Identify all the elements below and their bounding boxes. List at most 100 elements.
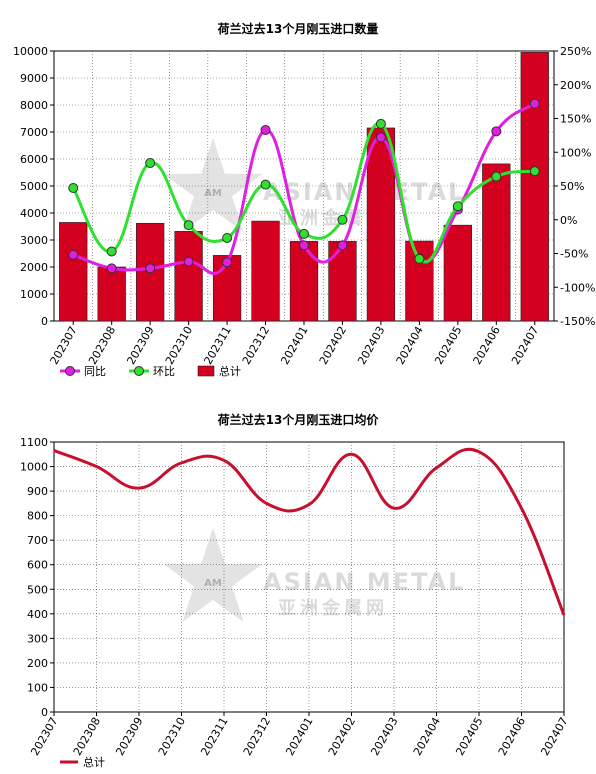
x-tick-label: 202402 xyxy=(326,715,358,758)
bar xyxy=(289,241,319,322)
legend-yoy-label: 同比 xyxy=(84,365,106,378)
y-tick-label: 600 xyxy=(27,559,48,572)
yoy-point xyxy=(375,132,386,143)
y-tick-label: 800 xyxy=(27,510,48,523)
y2-tick-label: 250% xyxy=(560,45,591,58)
bar xyxy=(97,266,126,322)
legend-total-label: 总计 xyxy=(83,755,105,769)
bar xyxy=(482,163,511,322)
yoy-point xyxy=(222,257,233,268)
y-tick-label: 200 xyxy=(27,657,48,670)
y-tick-label: 1000 xyxy=(20,461,48,474)
x-tick-label: 202404 xyxy=(394,324,426,367)
yoy-point xyxy=(106,263,117,274)
bar xyxy=(59,222,88,322)
y-tick-label: 0 xyxy=(41,315,48,328)
watermark-text-cn: 亚洲金属网 xyxy=(278,207,388,229)
x-tick-label: 202311 xyxy=(198,715,230,758)
y-tick-label: 500 xyxy=(27,583,48,596)
mom-point xyxy=(452,201,463,212)
x-tick-label: 202308 xyxy=(86,324,118,367)
x-tick-label: 202310 xyxy=(163,324,195,367)
mom-point xyxy=(529,166,540,177)
y-tick-label: 0 xyxy=(41,706,48,719)
mom-point xyxy=(145,158,156,169)
y-tick-label: 100 xyxy=(27,681,48,694)
yoy-point xyxy=(491,126,502,137)
mom-point xyxy=(299,228,309,239)
mom-point xyxy=(183,220,194,231)
y-tick-label: 5000 xyxy=(20,180,48,193)
x-tick-label: 202312 xyxy=(241,715,273,758)
legend-total-label: 总计 xyxy=(219,364,241,378)
x-tick-label: 202307 xyxy=(48,324,80,367)
bar xyxy=(174,231,203,322)
watermark-text: ASIAN METAL xyxy=(263,568,465,596)
bar xyxy=(405,240,434,322)
y-tick-label: 6000 xyxy=(20,153,48,166)
price-lines xyxy=(53,447,566,616)
bar xyxy=(251,220,280,322)
y-tick-label: 8000 xyxy=(20,99,48,112)
mom-point xyxy=(414,253,425,264)
y-tick-label: 3000 xyxy=(20,234,48,247)
mom-point xyxy=(260,179,271,190)
bar xyxy=(366,127,396,322)
watermark-text-cn: 亚洲金属网 xyxy=(278,597,388,619)
y-tick-label: 900 xyxy=(27,485,48,498)
price-chart-title: 荷兰过去13个月刚玉进口均价 xyxy=(217,412,380,427)
y2-tick-label: 50% xyxy=(560,180,584,193)
yoy-point xyxy=(337,240,348,251)
y2-tick-label: -100% xyxy=(560,281,595,294)
mom-point xyxy=(68,183,79,194)
x-tick-label: 202307 xyxy=(28,715,60,758)
quantity-chart-legend: 同比 环比 总计 xyxy=(60,364,241,378)
mom-point xyxy=(337,214,348,225)
yoy-point xyxy=(183,256,194,267)
watermark-text: ASIAN METAL xyxy=(263,178,465,206)
yoy-point xyxy=(145,263,156,274)
mom-point xyxy=(222,232,233,243)
yoy-point xyxy=(260,124,271,135)
watermark-logo-text: AM xyxy=(204,578,222,589)
y2-tick-label: 0% xyxy=(560,214,577,227)
x-tick-label: 202403 xyxy=(355,324,387,367)
legend-mom-label: 环比 xyxy=(153,365,175,378)
quantity-lines xyxy=(68,98,540,275)
quantity-chart-title: 荷兰过去13个月刚玉进口数量 xyxy=(217,21,379,36)
y-tick-label: 300 xyxy=(27,632,48,645)
y-tick-label: 9000 xyxy=(20,72,48,85)
y-tick-label: 7000 xyxy=(20,126,48,139)
x-tick-label: 202404 xyxy=(411,715,443,758)
x-tick-label: 202405 xyxy=(432,324,464,367)
mom-point xyxy=(491,171,502,182)
x-tick-label: 202407 xyxy=(538,715,570,758)
yoy-point xyxy=(299,240,309,251)
price-chart-legend: 总计 xyxy=(60,755,105,769)
price-series-line xyxy=(53,447,566,616)
bar xyxy=(520,52,549,322)
bar xyxy=(443,224,472,322)
legend-yoy-marker xyxy=(65,366,75,376)
y2-tick-label: -150% xyxy=(560,315,595,328)
x-tick-label: 202401 xyxy=(283,715,315,758)
y-tick-label: 700 xyxy=(27,534,48,547)
watermark-star-icon xyxy=(163,528,263,623)
x-tick-label: 202402 xyxy=(317,324,349,367)
mom-point xyxy=(375,118,386,129)
y-tick-label: 2000 xyxy=(20,261,48,274)
x-tick-label: 202403 xyxy=(368,715,400,758)
x-tick-label: 202406 xyxy=(496,715,528,758)
x-tick-label: 202406 xyxy=(471,324,503,367)
y2-tick-label: 150% xyxy=(560,113,591,126)
yoy-point xyxy=(68,249,79,260)
watermark-logo-text: AM xyxy=(204,188,222,199)
yoy-point xyxy=(529,98,540,109)
mom-point xyxy=(106,246,117,257)
y2-tick-label: -50% xyxy=(560,248,588,261)
price-chart-axes: 0 100 200 300 400 500 600 700 800 900 1000 1100 2023… xyxy=(20,436,571,758)
y-tick-label: 1100 xyxy=(20,436,48,449)
